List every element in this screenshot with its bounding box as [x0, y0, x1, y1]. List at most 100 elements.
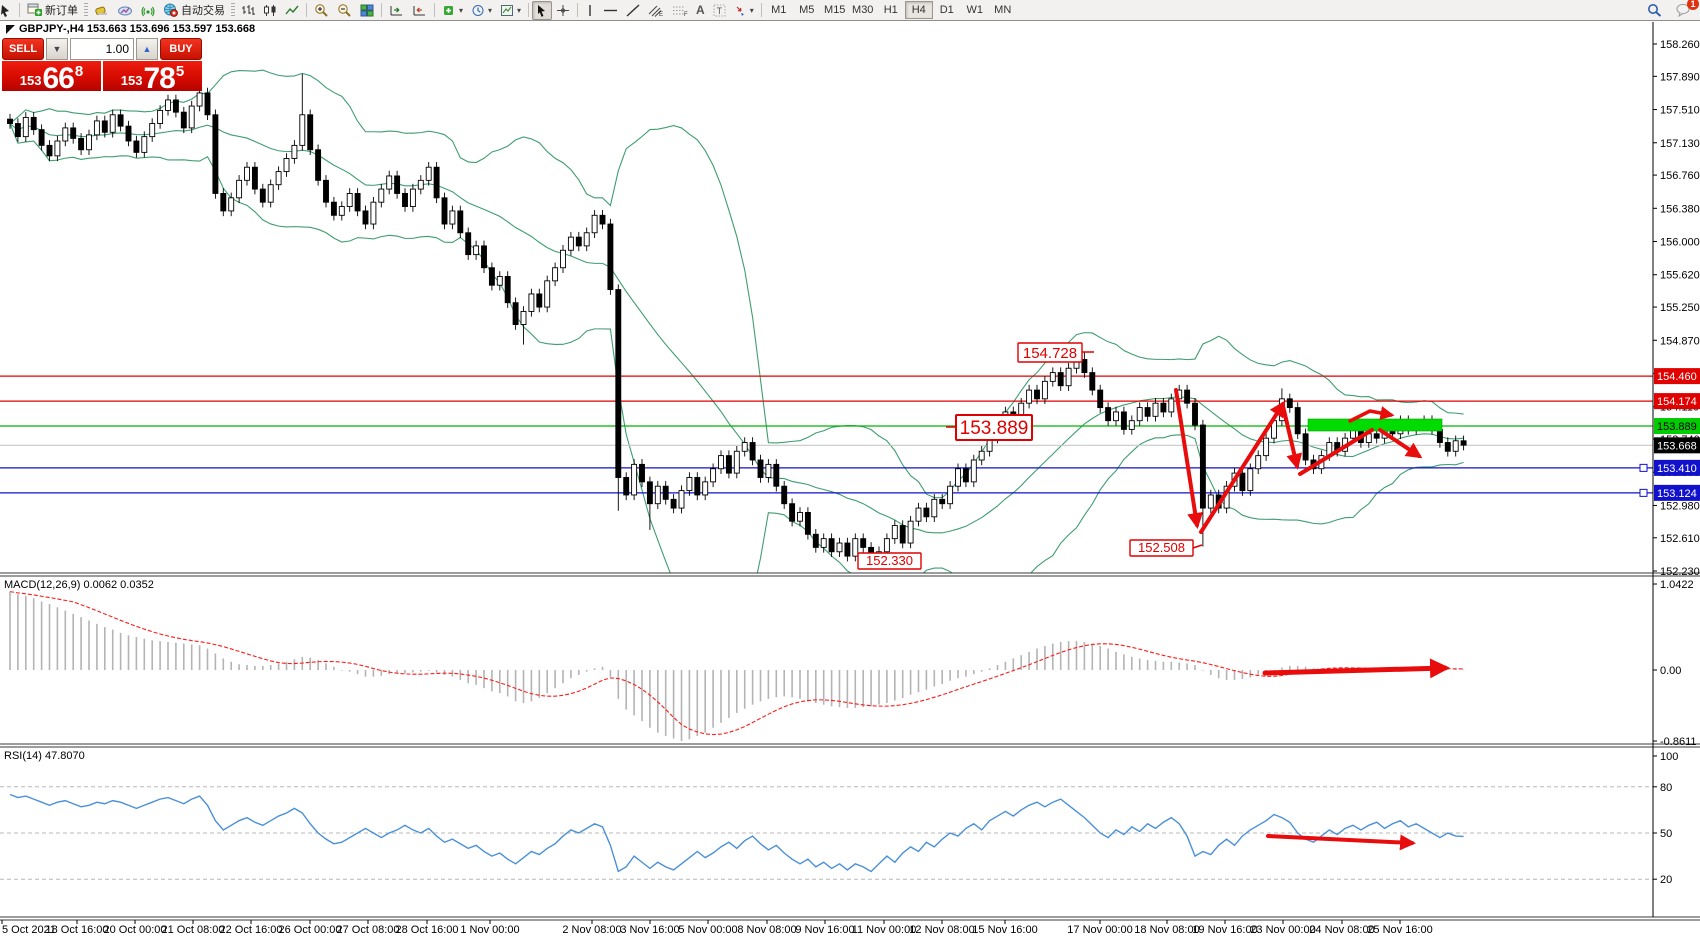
- green-zone-rectangle[interactable]: [1307, 418, 1443, 432]
- timeframe-mn[interactable]: MN: [994, 4, 1012, 16]
- eraser-icon[interactable]: [90, 1, 113, 20]
- new-order-icon: [27, 3, 42, 16]
- new-order-label: 新订单: [45, 5, 78, 17]
- bar-chart-type-icon[interactable]: [237, 1, 259, 20]
- pointer-tool-icon[interactable]: [0, 1, 16, 20]
- svg-text:17 Nov 00:00: 17 Nov 00:00: [1067, 924, 1132, 936]
- main-toolbar: 新订单 自动交易: [0, 0, 1700, 21]
- annotation-arrow[interactable]: [1298, 428, 1374, 476]
- rsi-panel: [0, 786, 1653, 880]
- zoom-out-icon[interactable]: [333, 1, 356, 20]
- svg-text:152.230: 152.230: [1660, 566, 1700, 578]
- annotation-arrow[interactable]: [1281, 404, 1303, 470]
- timeframe-d1[interactable]: D1: [939, 4, 954, 16]
- indicators-button[interactable]: ▾: [438, 1, 467, 20]
- svg-text:F: F: [684, 12, 688, 17]
- svg-text:23 Nov 00:00: 23 Nov 00:00: [1250, 924, 1315, 936]
- tile-windows-icon[interactable]: [356, 1, 378, 20]
- svg-text:152.980: 152.980: [1660, 500, 1700, 512]
- svg-text:9 Nov 16:00: 9 Nov 16:00: [795, 924, 854, 936]
- volume-increase-button[interactable]: ▲: [136, 38, 158, 60]
- signal-icon[interactable]: [137, 1, 159, 20]
- channel-tool-icon[interactable]: E: [644, 1, 668, 20]
- fibonacci-tool-icon[interactable]: F: [668, 1, 692, 20]
- search-icon[interactable]: [1643, 1, 1666, 20]
- buy-price[interactable]: 153 78 5: [103, 61, 202, 91]
- timeframe-m1[interactable]: M1: [771, 4, 787, 16]
- zoom-in-icon[interactable]: [310, 1, 333, 20]
- buy-price-pip: 5: [175, 63, 185, 80]
- svg-text:152.508: 152.508: [1138, 540, 1185, 555]
- annotation-arrow[interactable]: [1174, 388, 1204, 529]
- svg-text:-0.8611: -0.8611: [1660, 736, 1697, 748]
- crosshair-tool-icon[interactable]: [552, 1, 574, 20]
- buy-button[interactable]: BUY: [160, 38, 202, 60]
- timeframe-m15[interactable]: M15: [824, 4, 846, 16]
- auto-scroll-icon[interactable]: [408, 1, 431, 20]
- cursor-tool-icon[interactable]: [532, 0, 553, 20]
- svg-text:15 Nov 16:00: 15 Nov 16:00: [972, 924, 1037, 936]
- svg-text:20: 20: [1660, 874, 1672, 886]
- volume-input[interactable]: [70, 38, 134, 60]
- vertical-line-tool-icon[interactable]: [581, 1, 599, 20]
- svg-text:T: T: [716, 6, 722, 16]
- chart-shift-icon[interactable]: [385, 1, 408, 20]
- timeframe-m30[interactable]: M30: [852, 4, 874, 16]
- svg-text:1.0422: 1.0422: [1660, 579, 1694, 591]
- autotrading-icon: [164, 3, 178, 17]
- chat-bubble-icon: [1676, 3, 1690, 17]
- timeframe-w1[interactable]: W1: [966, 4, 983, 16]
- svg-text:154.870: 154.870: [1660, 335, 1700, 347]
- svg-text:100: 100: [1660, 751, 1678, 763]
- periods-button[interactable]: ▾: [467, 1, 496, 20]
- annotation-layer[interactable]: 154.728 153.889 152.330 152.508: [857, 342, 1450, 851]
- price-annotation-153.889[interactable]: [955, 414, 1033, 441]
- svg-text:153.668: 153.668: [1657, 440, 1697, 452]
- annotation-arrow[interactable]: [1348, 406, 1395, 423]
- notifications-button[interactable]: 1: [1672, 0, 1699, 20]
- horizontal-level-lines[interactable]: [0, 375, 1653, 497]
- autotrading-button[interactable]: 自动交易: [159, 1, 229, 20]
- sell-button[interactable]: SELL: [2, 38, 44, 60]
- templates-button[interactable]: ▾: [496, 1, 525, 20]
- svg-text:156.760: 156.760: [1660, 170, 1700, 182]
- svg-text:8 Nov 08:00: 8 Nov 08:00: [737, 924, 796, 936]
- horizontal-line-tool-icon[interactable]: [599, 1, 622, 20]
- volume-decrease-button[interactable]: ▼: [46, 38, 68, 60]
- svg-text:153.889: 153.889: [960, 418, 1029, 439]
- svg-text:5 Nov 00:00: 5 Nov 00:00: [678, 924, 737, 936]
- sell-price[interactable]: 153 66 8: [2, 61, 101, 91]
- timeframe-h4[interactable]: H4: [904, 1, 933, 19]
- price-annotation-152.330[interactable]: [857, 552, 922, 570]
- annotation-arrow[interactable]: [1262, 658, 1450, 679]
- annotation-arrow[interactable]: [1266, 834, 1416, 851]
- svg-text:20 Oct 00:00: 20 Oct 00:00: [104, 924, 167, 936]
- candlestick-type-icon[interactable]: [259, 1, 281, 20]
- buy-price-big: 78: [143, 62, 175, 92]
- line-chart-type-icon[interactable]: [281, 1, 303, 20]
- price-axis[interactable]: 158.260 157.890 157.510 157.130 156.760 156.3…: [1653, 39, 1700, 886]
- autotrading-label: 自动交易: [181, 5, 225, 17]
- timeframe-h1[interactable]: H1: [883, 4, 898, 16]
- trendline-tool-icon[interactable]: [622, 1, 644, 20]
- svg-text:155.620: 155.620: [1660, 270, 1700, 282]
- text-tool-icon[interactable]: A: [696, 3, 705, 17]
- notification-count-badge: 1: [1687, 0, 1699, 10]
- candles-layer: [7, 73, 1467, 564]
- annotation-arrow[interactable]: [1199, 400, 1286, 534]
- new-order-button[interactable]: 新订单: [23, 1, 82, 20]
- cloud-charts-icon[interactable]: [113, 1, 137, 20]
- price-annotation-152.508[interactable]: [1129, 539, 1194, 557]
- annotation-arrow[interactable]: [1378, 428, 1423, 459]
- one-click-collapse-icon[interactable]: [6, 24, 15, 34]
- arrows-tool-button[interactable]: ▾: [730, 1, 758, 20]
- svg-text:21 Oct 08:00: 21 Oct 08:00: [162, 924, 225, 936]
- price-annotation-154.728[interactable]: [1017, 342, 1083, 363]
- label-tool-icon[interactable]: T: [709, 1, 730, 20]
- svg-text:26 Oct 00:00: 26 Oct 00:00: [279, 924, 342, 936]
- svg-text:153.124: 153.124: [1657, 488, 1697, 500]
- timeframe-m5[interactable]: M5: [799, 4, 815, 16]
